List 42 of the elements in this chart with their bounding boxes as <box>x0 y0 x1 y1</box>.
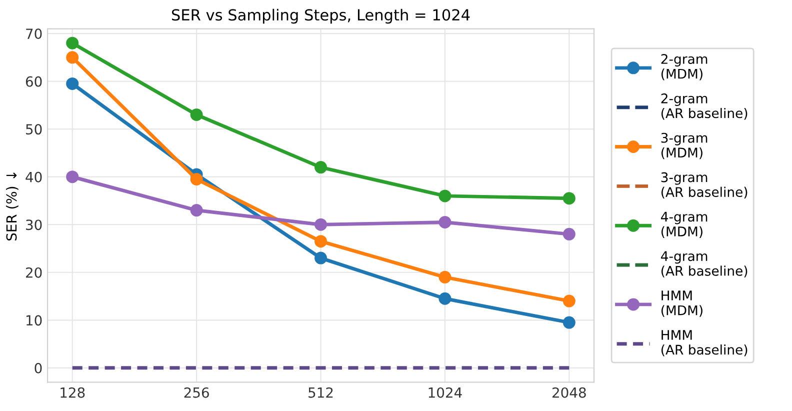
y-tick-label: 10 <box>26 315 42 326</box>
legend-label: 2-gram (AR baseline) <box>661 93 748 120</box>
y-axis-title: SER (%) ↓ <box>6 172 18 240</box>
x-tick-label: 1024 <box>428 387 462 398</box>
point <box>562 316 576 329</box>
point <box>66 36 79 50</box>
point <box>190 172 203 186</box>
y-tick-label: 70 <box>26 28 42 40</box>
point <box>438 270 452 284</box>
point <box>190 204 203 217</box>
point <box>562 228 576 240</box>
chart-title: SER vs Sampling Steps, Length = 1024 <box>172 8 470 24</box>
point <box>314 252 328 264</box>
legend-label: 3-gram (AR baseline) <box>661 172 748 199</box>
y-tick-label: 30 <box>26 220 42 230</box>
x-tick-label: 2048 <box>552 387 586 398</box>
legend-label: 4-gram (AR baseline) <box>660 251 748 278</box>
point <box>438 190 452 202</box>
y-tick-label: 0 <box>34 362 42 374</box>
point <box>314 161 328 174</box>
point <box>438 292 452 305</box>
point <box>562 192 576 205</box>
point <box>66 170 79 184</box>
legend-label: 2-gram (MDM) <box>661 54 708 80</box>
legend-label: 4-gram (MDM) <box>660 212 708 238</box>
y-tick-label: 40 <box>26 172 42 182</box>
legend-label: HMM (MDM) <box>661 290 702 317</box>
y-tick-label: 20 <box>26 267 42 278</box>
point <box>66 77 79 90</box>
x-tick-label: 512 <box>308 387 333 398</box>
point <box>314 235 328 248</box>
y-tick-label: 50 <box>26 124 42 135</box>
x-tick-label: 256 <box>184 387 209 398</box>
legend-label: HMM (AR baseline) <box>661 330 748 356</box>
point <box>66 51 79 64</box>
x-tick-label: 128 <box>60 387 85 398</box>
point <box>314 218 328 231</box>
y-tick-label: 60 <box>26 76 42 87</box>
legend-label: 3-gram (MDM) <box>661 132 708 160</box>
point <box>190 108 203 121</box>
point <box>438 216 452 228</box>
point <box>562 294 576 308</box>
